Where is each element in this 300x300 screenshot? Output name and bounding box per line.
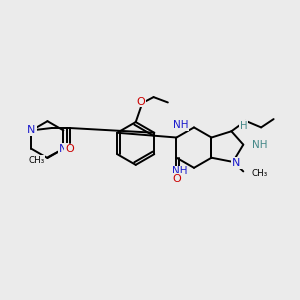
Text: NH: NH xyxy=(252,140,267,150)
Text: O: O xyxy=(65,144,74,154)
Text: CH₃: CH₃ xyxy=(28,156,44,165)
Text: N: N xyxy=(59,144,68,154)
Text: O: O xyxy=(137,97,146,106)
Text: NH: NH xyxy=(172,167,188,176)
Text: CH₃: CH₃ xyxy=(252,169,268,178)
Text: O: O xyxy=(172,173,181,184)
Text: N: N xyxy=(27,125,36,135)
Text: H: H xyxy=(240,121,247,131)
Text: N: N xyxy=(232,158,241,168)
Text: NH: NH xyxy=(173,120,189,130)
